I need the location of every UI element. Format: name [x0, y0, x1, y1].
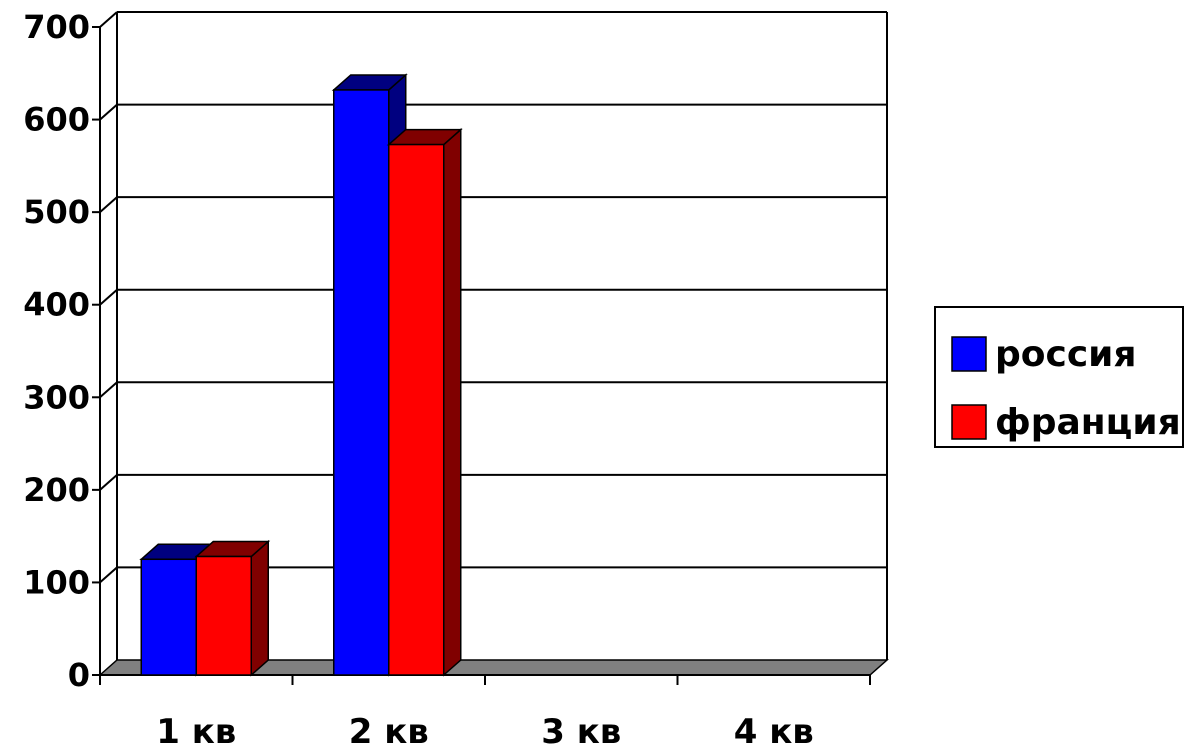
- bar-side-face: [443, 127, 462, 677]
- x-tick-label: 2 кв: [349, 712, 429, 750]
- y-tick-label: 600: [23, 101, 90, 139]
- chart-walls: [116, 11, 888, 660]
- bars: [139, 73, 463, 677]
- y-tick-label: 400: [23, 286, 90, 324]
- bar-front-face: [140, 558, 197, 676]
- legend: россия франция: [934, 306, 1184, 448]
- legend-swatch-франция: [951, 404, 987, 440]
- y-tick-label: 500: [23, 193, 90, 231]
- gridline-side-200: [99, 474, 118, 491]
- y-tick-label: 200: [23, 471, 90, 509]
- legend-label: франция: [995, 402, 1181, 443]
- legend-swatch-россия: [951, 336, 987, 372]
- x-tick-labels: 1 кв 2 кв 3 кв 4 кв: [156, 712, 814, 750]
- x-tick-label: 3 кв: [541, 712, 621, 750]
- gridline-side-500: [99, 196, 118, 213]
- y-tick-label: 0: [68, 656, 90, 694]
- y-tick-labels: 0 100 200 300 400 500 600 700: [23, 8, 90, 694]
- gridline-side-100: [99, 566, 118, 584]
- gridlines: [99, 103, 887, 584]
- y-tick-label: 300: [23, 378, 90, 416]
- bar-side-face: [250, 539, 269, 677]
- bar-front-face: [333, 89, 390, 676]
- gridline-side-600: [99, 103, 118, 121]
- y-tick-label: 700: [23, 8, 90, 46]
- y-tick-label: 100: [23, 563, 90, 601]
- x-axis: [99, 675, 871, 685]
- side-wall-top-edge: [99, 11, 118, 28]
- bar-front-face: [195, 555, 252, 676]
- gridline-side-400: [99, 288, 118, 306]
- y-axis: [92, 11, 118, 676]
- bar-франция-2 кв: [386, 127, 463, 677]
- gridline-side-300: [99, 381, 118, 399]
- bar-front-face: [388, 143, 445, 676]
- x-tick-label: 1 кв: [156, 712, 236, 750]
- bar-франция-1 кв: [194, 539, 271, 677]
- x-tick-label: 4 кв: [734, 712, 814, 750]
- legend-label: россия: [995, 334, 1137, 375]
